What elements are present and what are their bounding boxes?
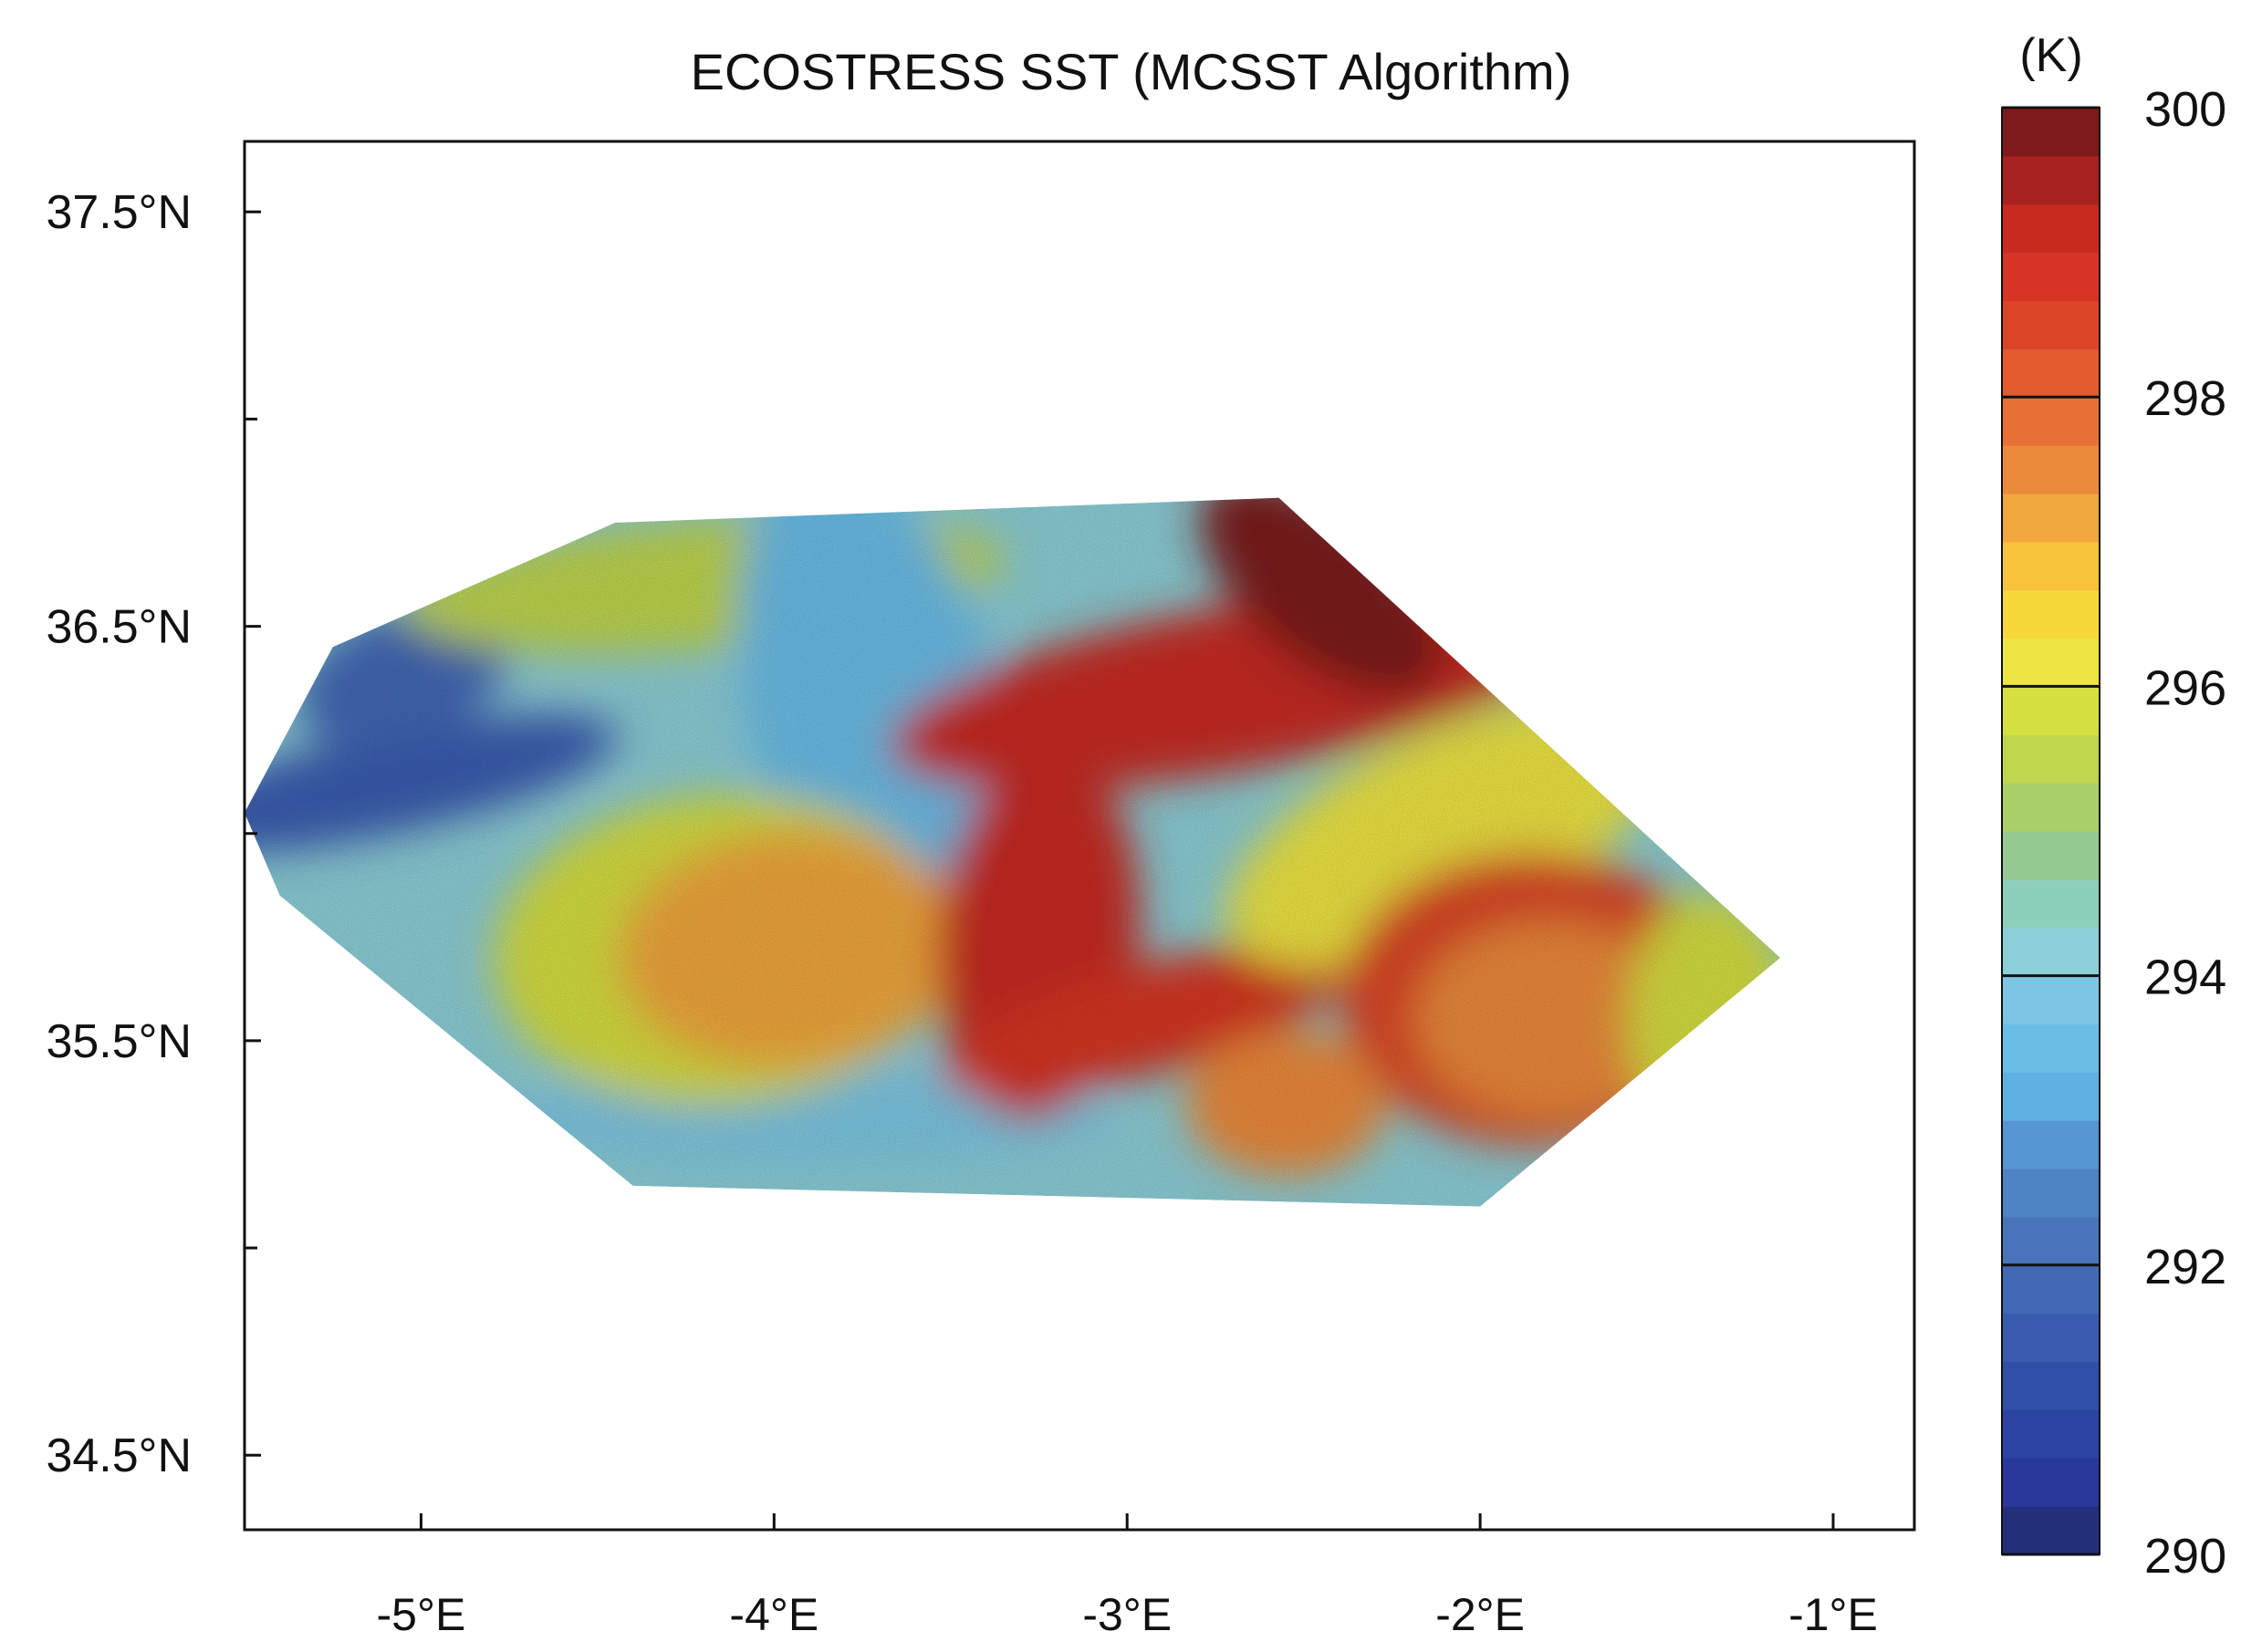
colorbar-level — [2002, 252, 2100, 302]
colorbar-tick-label: 290 — [2144, 1529, 2226, 1584]
colorbar-tick-label: 296 — [2144, 660, 2226, 715]
plot-frame — [243, 140, 1916, 1532]
colorbar-level — [2002, 1072, 2100, 1121]
colorbar-level — [2002, 1458, 2100, 1507]
colorbar-level — [2002, 445, 2100, 494]
colorbar-level — [2002, 541, 2100, 591]
colorbar-level — [2002, 831, 2100, 880]
colorbar-level — [2002, 108, 2100, 157]
colorbar-level — [2002, 1169, 2100, 1218]
colorbar-level — [2002, 203, 2100, 254]
colorbar-level — [2002, 1023, 2100, 1073]
x-tick-label: -4°E — [729, 1589, 818, 1640]
colorbar-level — [2002, 300, 2100, 349]
colorbar-tick-label: 298 — [2144, 371, 2226, 426]
colorbar-unit-label: (K) — [2019, 29, 2082, 82]
colorbar-level — [2002, 1506, 2100, 1555]
y-tick-label: 36.5°N — [46, 601, 192, 654]
colorbar-level — [2002, 1264, 2100, 1314]
map-axes: -5°E -4°E -3°E -2°E -1°E 37.5°N 36.5°N 35.5°N 34… — [46, 140, 1916, 1640]
colorbar-level — [2002, 686, 2100, 735]
colorbar-level — [2002, 1409, 2100, 1459]
colorbar: 300 298 296 294 292 290 (K) — [2001, 29, 2226, 1584]
colorbar-level — [2002, 397, 2100, 446]
chart-title-wrap: ECOSTRESS SST (MCSST Algorithm) — [0, 42, 2262, 101]
y-tick-label: 35.5°N — [46, 1015, 192, 1068]
x-tick-label: -1°E — [1788, 1589, 1878, 1640]
x-tick-label: -2°E — [1435, 1589, 1525, 1640]
y-tick-label: 37.5°N — [46, 186, 192, 239]
colorbar-level — [2002, 878, 2100, 929]
x-tick-label: -5°E — [377, 1589, 466, 1640]
colorbar-tick-label: 292 — [2144, 1240, 2226, 1294]
colorbar-level — [2002, 493, 2100, 543]
chart-title: ECOSTRESS SST (MCSST Algorithm) — [690, 43, 1572, 100]
colorbar-level — [2002, 783, 2100, 832]
colorbar-level — [2002, 1216, 2100, 1266]
colorbar-level — [2002, 1313, 2100, 1363]
colorbar-level — [2002, 1361, 2100, 1410]
colorbar-level — [2002, 638, 2100, 687]
colorbar-level — [2002, 734, 2100, 784]
colorbar-level — [2002, 927, 2100, 977]
colorbar-level — [2002, 975, 2100, 1025]
colorbar-level — [2002, 155, 2100, 205]
y-tick-label: 34.5°N — [46, 1429, 192, 1482]
colorbar-tick-label: 300 — [2144, 82, 2226, 137]
x-tick-label: -3°E — [1082, 1589, 1172, 1640]
colorbar-level — [2002, 589, 2100, 639]
colorbar-level — [2002, 348, 2100, 398]
colorbar-level — [2002, 1120, 2100, 1169]
colorbar-tick-label: 294 — [2144, 951, 2226, 1005]
